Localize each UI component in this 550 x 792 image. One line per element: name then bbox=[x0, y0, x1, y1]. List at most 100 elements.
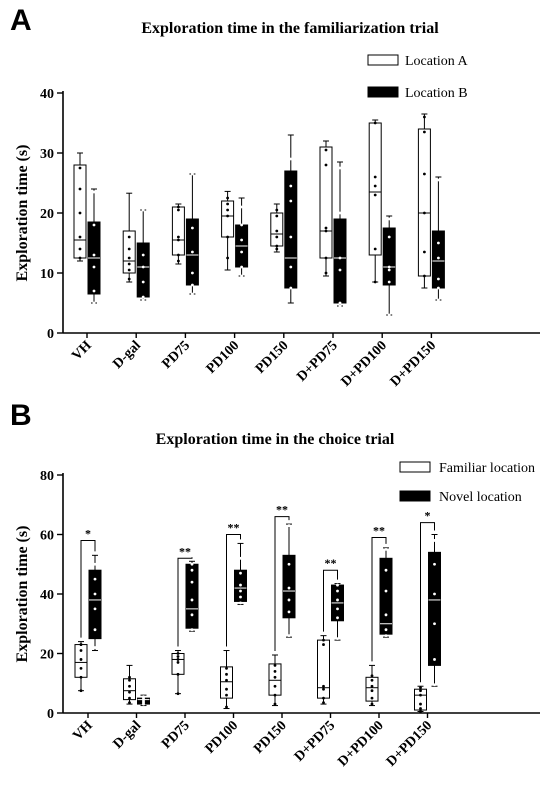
box-body bbox=[220, 666, 233, 699]
data-point bbox=[433, 622, 436, 626]
data-point bbox=[191, 292, 194, 296]
box-filled bbox=[382, 215, 396, 317]
data-point bbox=[93, 577, 97, 581]
data-point bbox=[92, 223, 96, 227]
data-point bbox=[225, 693, 228, 697]
data-point bbox=[419, 693, 422, 697]
box-body bbox=[333, 218, 347, 304]
box-body bbox=[284, 170, 298, 289]
significance-bracket: ** bbox=[177, 544, 193, 647]
data-point bbox=[176, 655, 180, 658]
data-point bbox=[239, 595, 242, 599]
y-tick-label: 0 bbox=[47, 327, 54, 342]
data-point bbox=[78, 247, 82, 251]
box-open bbox=[220, 650, 233, 710]
data-point bbox=[289, 184, 293, 188]
data-point bbox=[177, 235, 180, 239]
data-point bbox=[324, 226, 328, 230]
box-filled bbox=[333, 161, 347, 308]
data-point bbox=[141, 280, 145, 284]
data-point bbox=[93, 646, 97, 649]
chart-title: Exploration time in the choice trial bbox=[155, 431, 395, 448]
data-point bbox=[373, 280, 377, 284]
data-point bbox=[240, 238, 244, 242]
data-point bbox=[384, 628, 388, 632]
data-point bbox=[177, 205, 180, 209]
data-point bbox=[437, 298, 440, 302]
significance-label: * bbox=[425, 509, 431, 523]
data-point bbox=[127, 277, 131, 281]
data-point bbox=[141, 208, 145, 212]
box-filled bbox=[88, 554, 102, 652]
data-point bbox=[387, 217, 391, 221]
data-point bbox=[338, 256, 342, 260]
data-point bbox=[177, 208, 180, 212]
legend-swatch bbox=[399, 490, 431, 502]
data-point bbox=[128, 696, 131, 700]
x-tick-label: PD150 bbox=[251, 718, 290, 757]
data-point bbox=[273, 675, 277, 679]
data-point bbox=[127, 268, 131, 272]
data-point bbox=[384, 589, 388, 593]
data-point bbox=[336, 637, 339, 641]
significance-label: ** bbox=[179, 544, 191, 558]
data-point bbox=[324, 163, 328, 167]
data-point bbox=[273, 664, 277, 667]
data-point bbox=[78, 166, 82, 170]
box-body bbox=[123, 678, 136, 701]
data-point bbox=[141, 265, 145, 269]
data-point bbox=[177, 253, 180, 257]
box-body bbox=[221, 200, 235, 238]
box-body bbox=[171, 206, 185, 256]
data-point bbox=[387, 265, 391, 269]
data-point bbox=[419, 710, 422, 713]
y-tick-label: 40 bbox=[40, 87, 54, 102]
data-point bbox=[384, 547, 388, 551]
data-point bbox=[273, 669, 277, 673]
data-point bbox=[437, 178, 440, 182]
data-point bbox=[419, 686, 422, 690]
data-point bbox=[79, 658, 83, 661]
box-open bbox=[417, 113, 431, 289]
data-point bbox=[289, 157, 293, 161]
box-plot-familiarization: 0 10 20 30 40 Exploration time (s) VH D-gal PD75… bbox=[14, 54, 540, 390]
data-point bbox=[370, 689, 374, 693]
bracket-line bbox=[226, 534, 241, 647]
data-point bbox=[79, 643, 83, 646]
data-point bbox=[191, 250, 194, 254]
data-point bbox=[433, 592, 436, 596]
data-point bbox=[370, 674, 374, 678]
data-point bbox=[289, 235, 293, 239]
data-point bbox=[128, 684, 131, 688]
data-point bbox=[93, 628, 97, 632]
box-open bbox=[268, 654, 282, 707]
data-point bbox=[93, 592, 97, 596]
data-point bbox=[387, 313, 391, 317]
box-filled bbox=[185, 560, 199, 632]
bracket-line bbox=[420, 522, 435, 683]
box-filled bbox=[136, 208, 150, 302]
box-open bbox=[171, 650, 185, 696]
box-open bbox=[171, 203, 185, 265]
x-tick-label: D-gal bbox=[111, 718, 145, 752]
data-point bbox=[190, 628, 194, 632]
data-point bbox=[141, 253, 145, 257]
data-point bbox=[287, 598, 291, 602]
y-tick-label: 40 bbox=[40, 588, 54, 603]
data-point bbox=[433, 658, 436, 661]
significance-label: ** bbox=[228, 521, 240, 535]
legend-label: Novel location bbox=[439, 490, 522, 505]
data-point bbox=[226, 196, 230, 200]
box-open bbox=[221, 190, 235, 271]
data-point bbox=[336, 589, 339, 593]
data-point bbox=[79, 666, 83, 670]
data-point bbox=[373, 121, 377, 125]
data-point bbox=[226, 235, 230, 239]
data-point bbox=[240, 250, 244, 254]
data-point bbox=[79, 649, 83, 652]
legend-label: Location B bbox=[405, 86, 468, 101]
data-point bbox=[239, 556, 242, 560]
data-point bbox=[324, 256, 328, 260]
data-point bbox=[322, 643, 325, 646]
data-point bbox=[191, 172, 194, 176]
